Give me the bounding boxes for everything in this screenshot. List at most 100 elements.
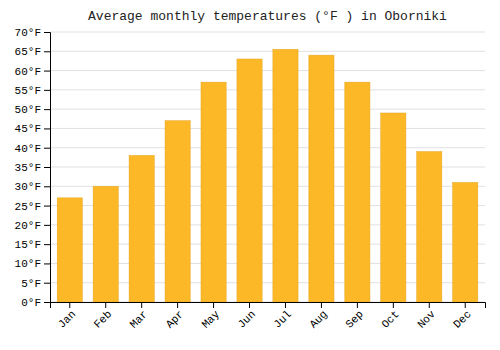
x-tick-mark <box>357 302 358 308</box>
x-tick-mark <box>465 302 466 308</box>
title: Average monthly temperatures (°F ) in Ob… <box>88 9 447 24</box>
y-tick-mark <box>44 148 50 149</box>
x-tick-label: Mar <box>128 308 150 330</box>
x-tick-label: Aug <box>307 308 329 330</box>
bar <box>453 182 478 302</box>
y-tick-label: 45°F <box>15 123 41 135</box>
y-tick: 55°F <box>15 85 50 97</box>
x-tick: Jun <box>236 302 258 331</box>
y-tick: 20°F <box>15 220 50 232</box>
y-axis: 0°F 5°F 10°F 15°F 20°F 25°F 30°F 35°F 40°F 45°F 50… <box>15 27 51 309</box>
y-tick-label: 5°F <box>21 278 41 290</box>
bar <box>273 49 298 302</box>
y-tick-mark <box>44 302 50 303</box>
x-tick: Apr <box>164 302 186 331</box>
x-tick: Mar <box>128 302 150 331</box>
y-tick: 35°F <box>15 162 50 174</box>
y-tick: 30°F <box>15 181 50 193</box>
y-tick-label: 35°F <box>15 162 41 174</box>
x-tick-mark <box>213 302 214 308</box>
x-axis-line <box>51 303 486 309</box>
y-tick-label: 65°F <box>15 46 41 58</box>
y-axis-line <box>44 33 51 303</box>
x-tick: Dec <box>451 302 473 331</box>
y-tick-mark <box>44 283 50 284</box>
bar <box>381 113 406 302</box>
bar <box>237 59 262 302</box>
x-tick-label: Dec <box>451 308 473 330</box>
x-tick-label: Sep <box>343 308 365 330</box>
x-tick-label: Feb <box>92 308 114 330</box>
x-tick-mark <box>321 302 322 308</box>
x-tick-label: Oct <box>379 308 401 330</box>
bar <box>165 121 190 302</box>
y-tick-label: 20°F <box>15 220 41 232</box>
x-tick-mark <box>249 302 250 308</box>
bar <box>129 155 154 302</box>
y-tick-label: 40°F <box>15 143 41 155</box>
y-tick-label: 10°F <box>15 258 41 270</box>
y-tick-label: 15°F <box>15 239 41 251</box>
y-tick: 60°F <box>15 66 50 78</box>
y-tick-mark <box>44 167 50 168</box>
y-tick-mark <box>44 206 50 207</box>
bar <box>93 186 118 302</box>
grid-line <box>50 128 485 129</box>
bar <box>57 198 82 302</box>
y-tick-label: 70°F <box>15 27 41 39</box>
bar <box>417 152 442 302</box>
x-tick-label: Jun <box>236 308 258 330</box>
grid-line <box>50 32 485 33</box>
grid-line <box>50 89 485 90</box>
x-tick-label: May <box>200 308 223 331</box>
x-tick-mark <box>393 302 394 308</box>
grid-line <box>50 70 485 71</box>
bar <box>345 82 370 302</box>
x-tick-label: Apr <box>164 308 186 330</box>
grid-line <box>50 109 485 110</box>
x-tick: Oct <box>379 302 401 331</box>
y-tick: 25°F <box>15 201 50 213</box>
grid <box>50 32 485 302</box>
plot: 0°F 5°F 10°F 15°F 20°F 25°F 30°F 35°F 40°F 45°F 50… <box>15 27 486 331</box>
y-tick-mark <box>44 71 50 72</box>
y-tick-label: 55°F <box>15 85 41 97</box>
y-tick: 5°F <box>21 278 50 290</box>
x-tick-mark <box>177 302 178 308</box>
y-tick-mark <box>44 128 50 129</box>
y-tick-mark <box>44 186 50 187</box>
x-tick-mark <box>141 302 142 308</box>
y-tick-label: 25°F <box>15 201 41 213</box>
y-tick-mark <box>44 225 50 226</box>
y-tick: 10°F <box>15 258 50 270</box>
y-tick-label: 0°F <box>21 297 41 309</box>
y-tick-label: 30°F <box>15 181 41 193</box>
x-tick: Feb <box>92 302 114 331</box>
y-tick-mark <box>44 263 50 264</box>
y-tick-mark <box>44 244 50 245</box>
y-tick: 0°F <box>21 297 50 309</box>
x-tick-label: Nov <box>415 308 438 331</box>
y-tick: 65°F <box>15 46 50 58</box>
x-tick: Jan <box>56 302 78 331</box>
x-tick-mark <box>69 302 70 308</box>
bar <box>201 82 226 302</box>
x-tick-label: Jan <box>56 308 78 330</box>
y-tick: 50°F <box>15 104 50 116</box>
y-tick-mark <box>44 109 50 110</box>
x-tick-label: Jul <box>271 308 293 330</box>
x-tick-mark <box>105 302 106 308</box>
bar <box>309 55 334 302</box>
grid-line <box>50 147 485 148</box>
x-tick: Sep <box>343 302 365 331</box>
x-tick: Nov <box>415 302 438 331</box>
y-tick-mark <box>44 51 50 52</box>
y-tick: 45°F <box>15 123 50 135</box>
x-tick: Aug <box>307 302 329 331</box>
y-tick: 40°F <box>15 143 50 155</box>
y-tick: 15°F <box>15 239 50 251</box>
y-tick-mark <box>44 90 50 91</box>
y-tick: 70°F <box>15 27 50 39</box>
x-tick: Jul <box>271 302 293 331</box>
x-tick: May <box>200 302 223 331</box>
